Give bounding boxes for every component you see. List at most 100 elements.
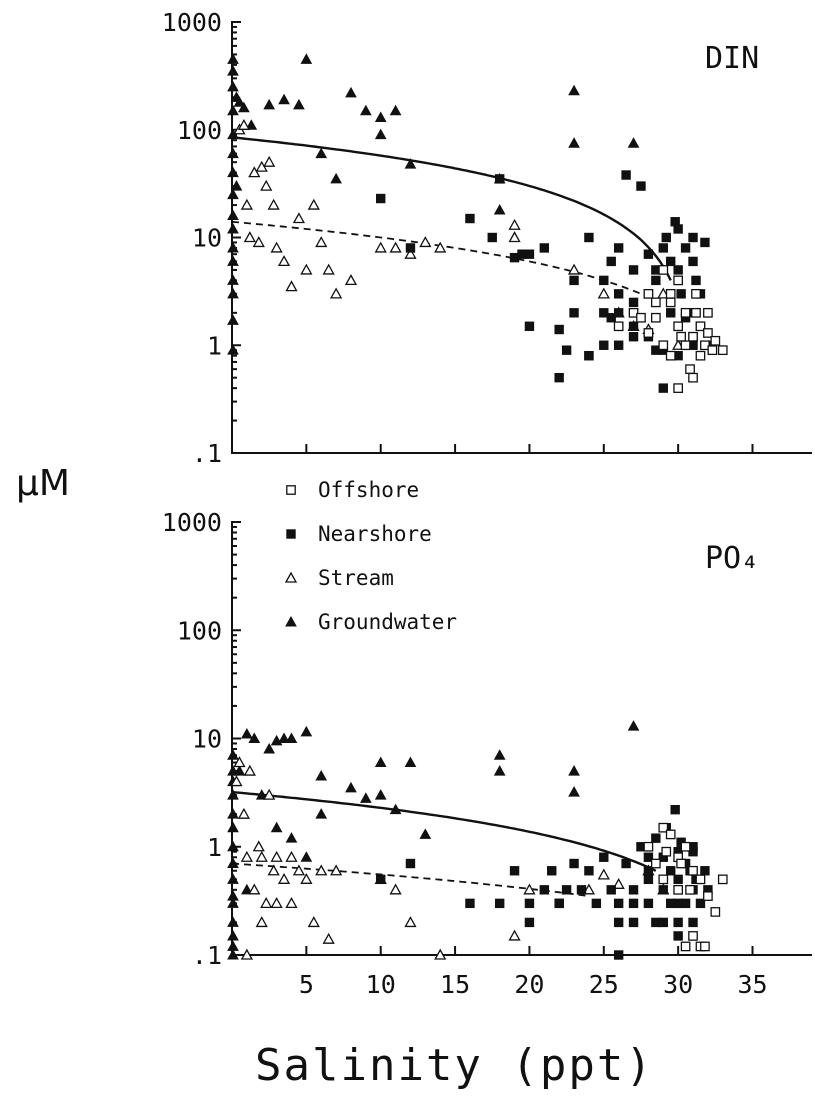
data-point xyxy=(688,372,698,383)
series-offshore xyxy=(613,265,728,393)
data-point xyxy=(661,232,671,243)
data-point xyxy=(227,840,239,852)
data-point xyxy=(643,898,654,909)
data-point xyxy=(277,255,291,267)
chart-panel-din: .1 1 10 100 1000 DIN xyxy=(162,8,812,468)
legend: Offshore Nearshore Stream Groundwater xyxy=(284,478,457,634)
data-point xyxy=(613,321,624,332)
data-point xyxy=(599,275,609,286)
data-point xyxy=(240,948,253,960)
data-point xyxy=(621,170,631,180)
legend-item-groundwater: Groundwater xyxy=(285,610,457,634)
data-point xyxy=(658,917,668,928)
data-point xyxy=(628,332,639,342)
data-point xyxy=(285,732,298,743)
x-tick-label: 15 xyxy=(440,970,470,999)
data-point xyxy=(688,917,698,928)
y-tick-label: 1 xyxy=(207,331,222,360)
data-point xyxy=(237,118,251,130)
data-point xyxy=(569,275,579,286)
data-point xyxy=(270,821,283,833)
data-point xyxy=(345,781,357,793)
data-point xyxy=(315,864,328,876)
data-point xyxy=(270,241,283,253)
data-point xyxy=(621,858,631,869)
data-point xyxy=(568,84,580,96)
data-point xyxy=(315,236,328,248)
data-point xyxy=(487,232,497,243)
data-point xyxy=(285,897,298,909)
data-point xyxy=(344,274,358,286)
y-tick-label: .1 xyxy=(192,439,222,468)
data-point xyxy=(233,96,246,107)
data-point xyxy=(315,147,328,159)
data-point xyxy=(658,265,669,275)
data-point xyxy=(374,789,387,800)
data-point xyxy=(260,897,273,909)
x-tick-label: 5 xyxy=(299,970,314,999)
legend-marker xyxy=(285,615,297,627)
data-point xyxy=(554,898,564,909)
data-point xyxy=(628,917,639,928)
data-point xyxy=(255,850,268,862)
data-point xyxy=(241,727,253,739)
data-point xyxy=(613,289,624,299)
data-point xyxy=(628,265,639,275)
data-point xyxy=(227,209,239,221)
data-point xyxy=(227,344,239,355)
data-point xyxy=(237,807,251,819)
data-point xyxy=(710,907,721,917)
data-point xyxy=(666,308,676,318)
data-point xyxy=(227,789,239,800)
data-point xyxy=(651,833,661,843)
data-point xyxy=(567,263,581,275)
data-point xyxy=(636,181,646,191)
data-point xyxy=(688,865,698,876)
y-tick-label: 1000 xyxy=(162,8,222,37)
data-point xyxy=(695,350,706,361)
data-point xyxy=(665,288,676,299)
data-point xyxy=(643,249,654,259)
data-point xyxy=(670,804,680,815)
x-tick-label: 20 xyxy=(514,970,544,999)
data-point xyxy=(248,732,261,743)
data-point xyxy=(584,866,594,876)
data-point xyxy=(643,874,654,885)
data-point xyxy=(665,297,676,308)
data-point xyxy=(227,897,239,908)
data-point xyxy=(245,119,258,130)
data-point xyxy=(227,241,239,253)
data-point xyxy=(700,866,710,876)
series-groundwater xyxy=(227,53,640,355)
data-point xyxy=(285,850,298,862)
data-point xyxy=(359,792,372,803)
data-point xyxy=(278,732,290,743)
data-point xyxy=(627,137,640,148)
data-point xyxy=(606,256,616,267)
data-point xyxy=(710,335,721,346)
data-point xyxy=(606,885,616,895)
data-point xyxy=(292,212,306,224)
data-point xyxy=(374,111,387,122)
data-point xyxy=(240,198,253,210)
data-point xyxy=(658,243,668,253)
data-point xyxy=(227,873,239,884)
data-point xyxy=(568,786,580,797)
data-point xyxy=(248,166,261,178)
data-point xyxy=(270,897,283,909)
data-point xyxy=(389,104,402,116)
data-point xyxy=(300,872,313,884)
data-point xyxy=(554,372,564,383)
data-point xyxy=(315,808,328,819)
data-point xyxy=(227,314,239,325)
data-point xyxy=(606,313,616,323)
data-point xyxy=(322,263,335,275)
data-point xyxy=(554,324,564,335)
data-point xyxy=(643,852,654,862)
data-point xyxy=(643,328,654,338)
data-point xyxy=(374,241,387,253)
y-tick-label: 100 xyxy=(177,116,222,145)
data-point xyxy=(227,857,239,869)
data-point xyxy=(599,852,609,862)
data-point xyxy=(227,287,239,299)
